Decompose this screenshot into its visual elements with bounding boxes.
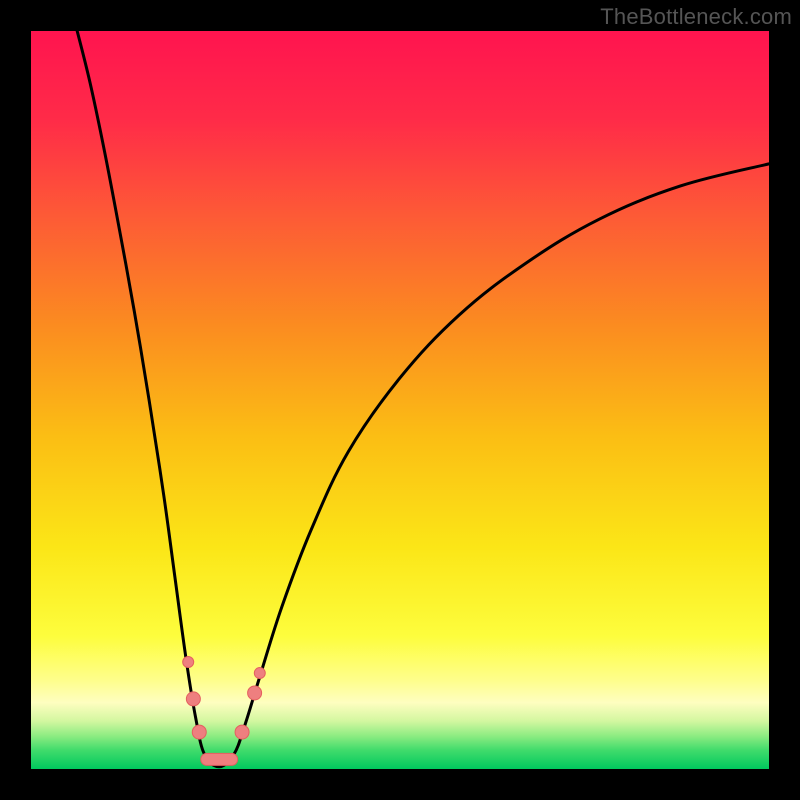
data-marker <box>201 753 238 765</box>
data-marker <box>192 725 206 739</box>
plot-background <box>31 31 769 769</box>
data-marker <box>183 656 194 667</box>
chart-container: TheBottleneck.com <box>0 0 800 800</box>
data-marker <box>248 686 262 700</box>
data-marker <box>254 668 265 679</box>
data-marker <box>235 725 249 739</box>
bottleneck-chart <box>0 0 800 800</box>
data-marker <box>186 692 200 706</box>
watermark-text: TheBottleneck.com <box>600 4 792 30</box>
